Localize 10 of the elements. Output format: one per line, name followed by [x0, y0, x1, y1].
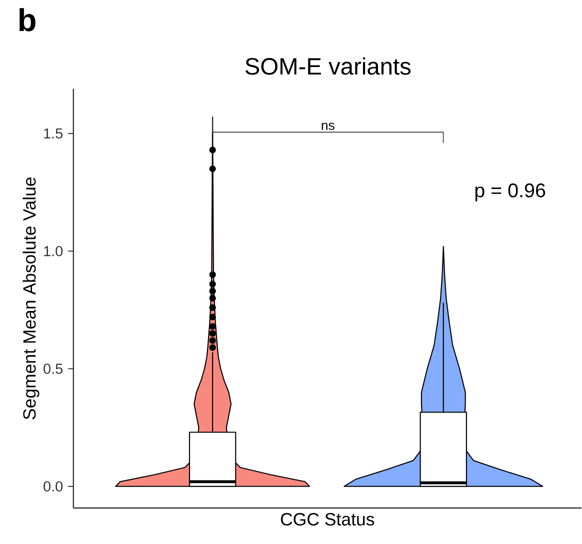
x-axis-title: CGC Status	[280, 513, 374, 526]
y-axis-title: Segment Mean Absolute Value	[22, 178, 40, 420]
text: b	[20, 8, 36, 32]
chart-title: SOM-E variants	[245, 58, 411, 76]
y-tick-label: 1.0	[44, 246, 63, 256]
annotation: p = 0.96	[475, 184, 546, 202]
y-tick-label: 0.5	[44, 364, 63, 374]
annotation: ns	[322, 122, 334, 130]
y-tick-label: 1.5	[44, 128, 63, 139]
y-tick-label: 0.0	[44, 481, 63, 492]
